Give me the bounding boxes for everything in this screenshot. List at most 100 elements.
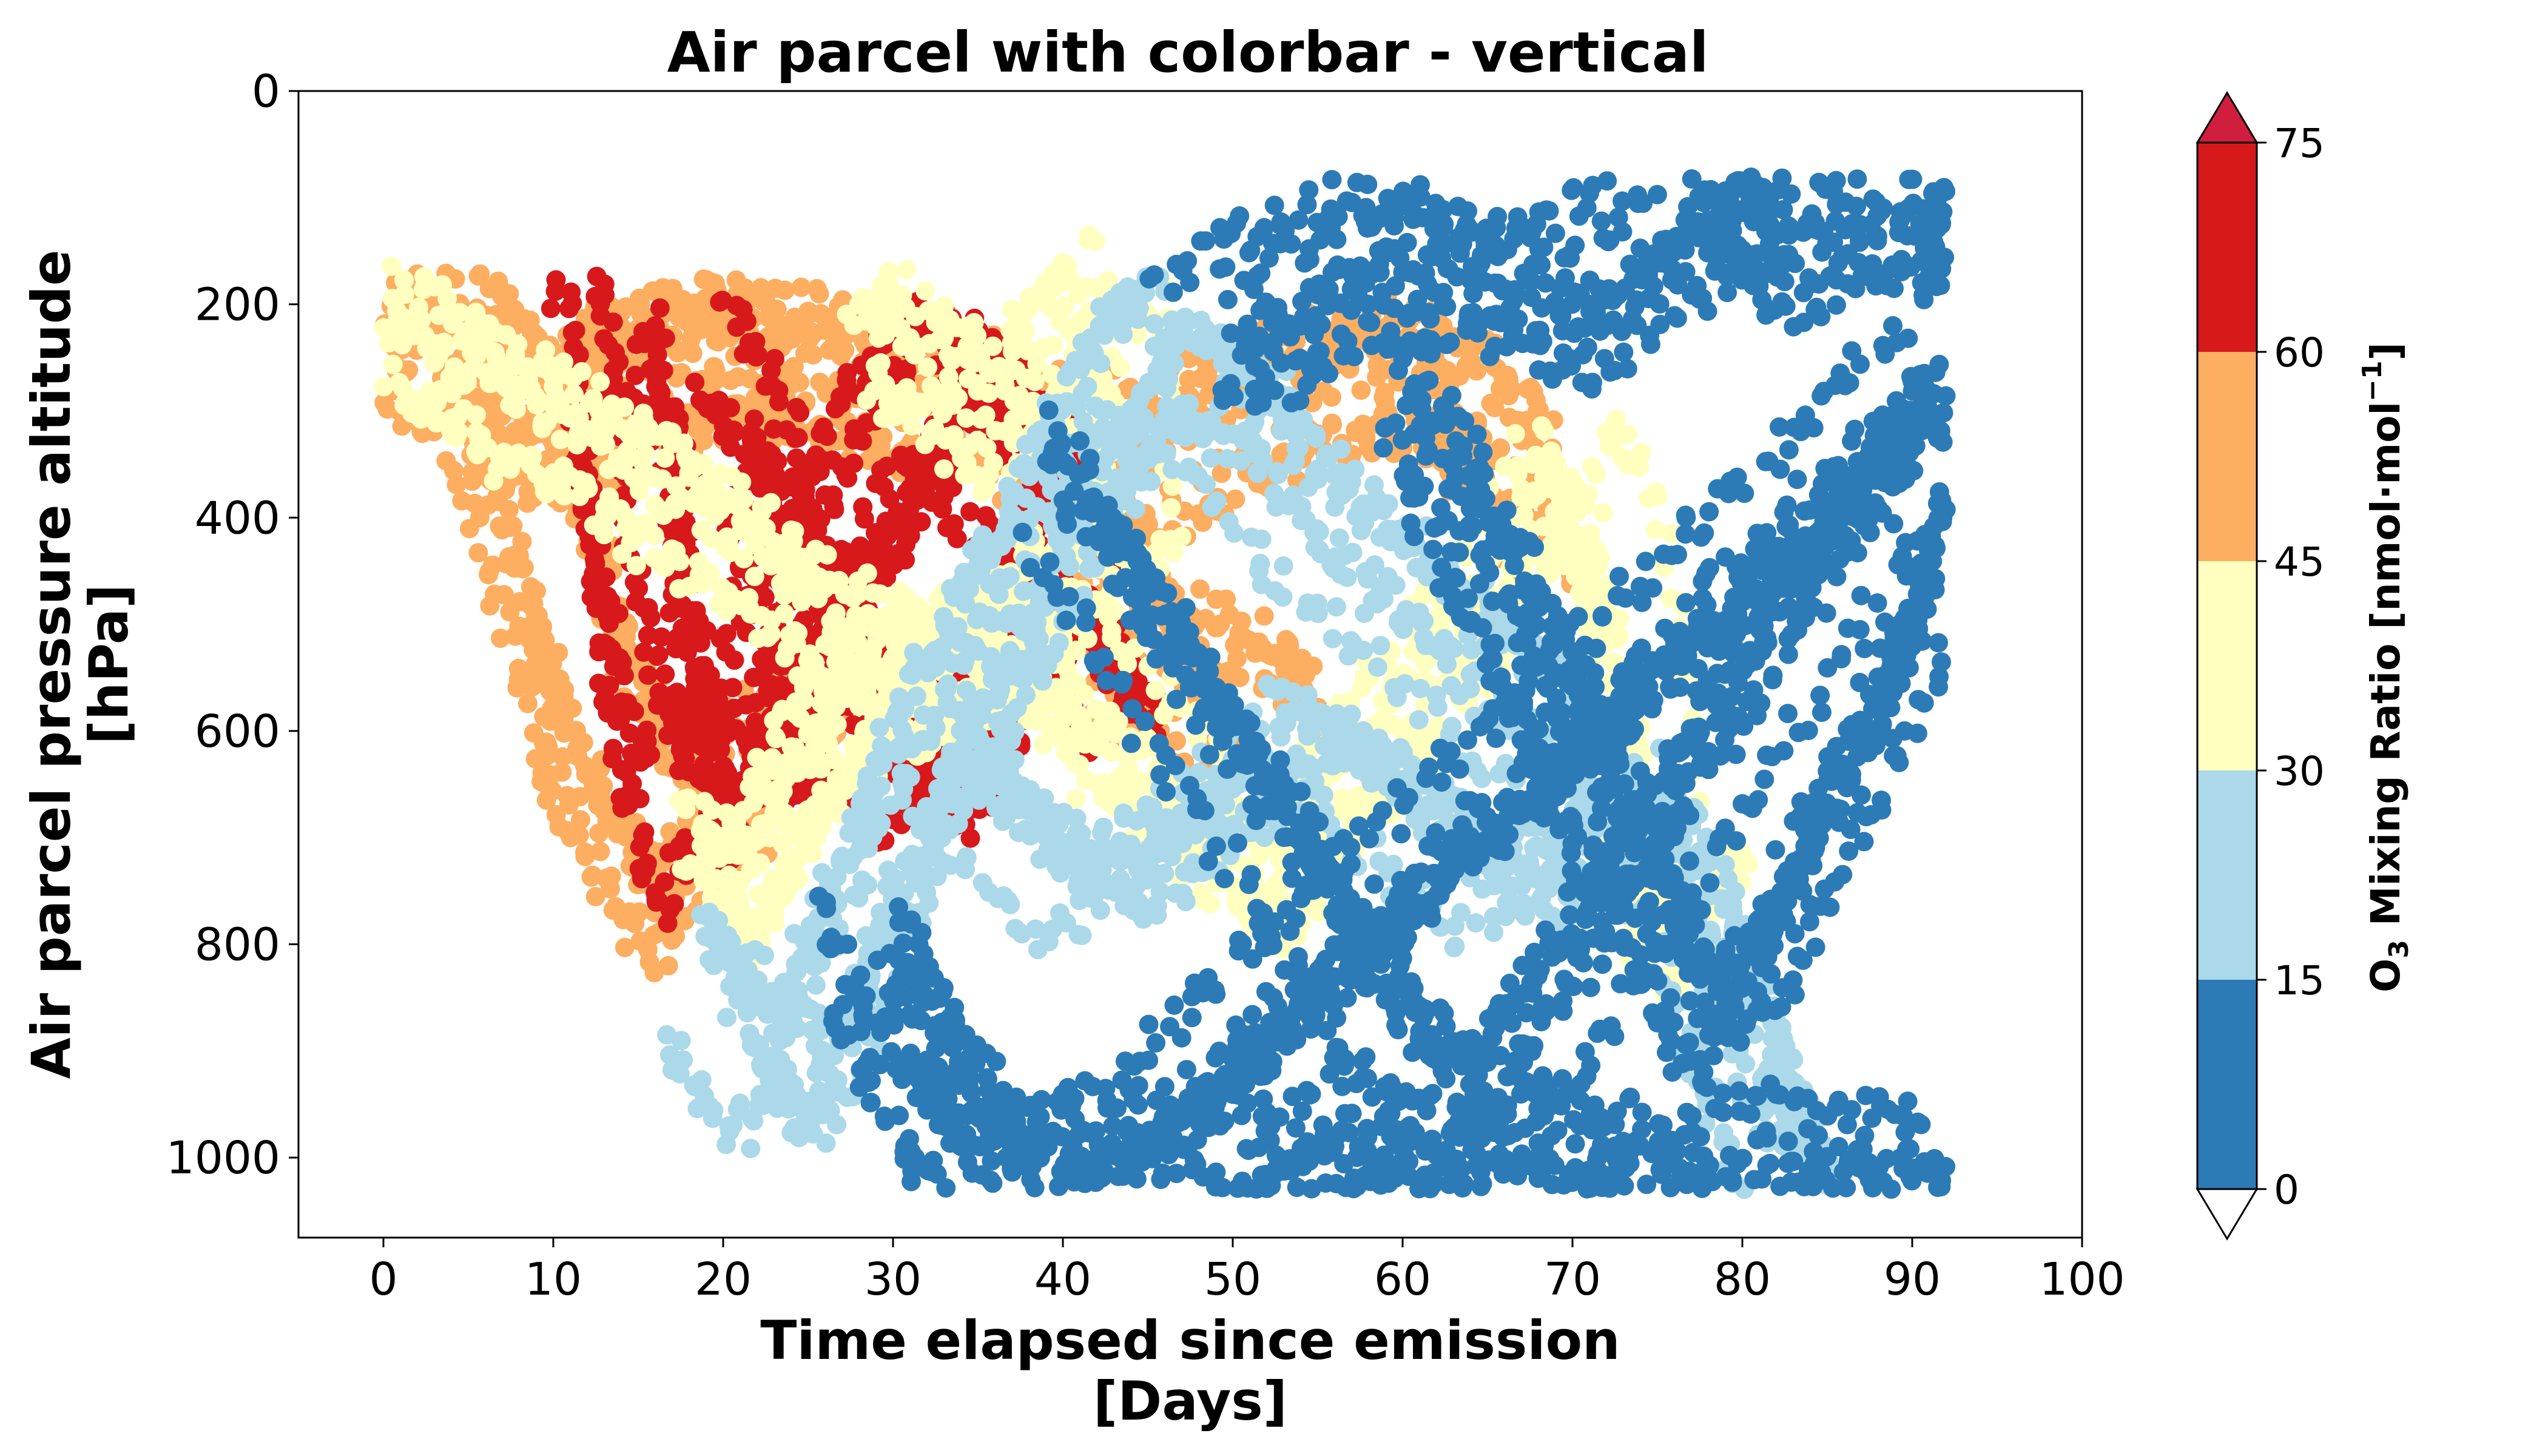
scatter-point (672, 618, 692, 638)
scatter-point (616, 507, 636, 527)
scatter-point (569, 825, 589, 845)
scatter-point (735, 730, 755, 750)
scatter-point (650, 298, 670, 318)
scatter-point (444, 460, 464, 480)
scatter-point (1245, 643, 1265, 663)
scatter-point (500, 602, 520, 622)
scatter-point (644, 525, 664, 545)
scatter-point (829, 571, 849, 591)
scatter-point (578, 479, 598, 499)
scatter-point (874, 518, 894, 538)
scatter-point (706, 361, 726, 381)
scatter-point (532, 763, 552, 783)
scatter-point (740, 332, 759, 352)
scatter-point (425, 411, 445, 430)
scatter-point (880, 489, 900, 509)
scatter-point (462, 471, 482, 491)
scatter-point (650, 380, 670, 400)
scatter-point (486, 323, 506, 343)
scatter-point (564, 385, 584, 405)
scatter-point (897, 260, 917, 280)
scatter-point (567, 738, 587, 758)
scatter-point (803, 345, 823, 365)
scatter-point (542, 365, 562, 385)
chart-title: Air parcel with colorbar - vertical (667, 20, 1709, 85)
scatter-point (1025, 371, 1045, 391)
scatter-point (626, 556, 646, 576)
scatter-point (629, 578, 649, 598)
scatter-point (655, 664, 675, 684)
scatter-point (1162, 476, 1182, 496)
scatter-point (933, 329, 953, 349)
scatter-point (765, 349, 784, 369)
scatter-point (590, 372, 610, 392)
scatter-point (721, 398, 740, 418)
scatter-point (615, 937, 635, 957)
scatter-point (585, 887, 605, 906)
scatter-point (663, 278, 682, 298)
scatter-point (734, 490, 754, 509)
scatter-point (814, 417, 834, 437)
scatter-point (682, 450, 703, 470)
scatter-point (522, 447, 542, 467)
scatter-point (621, 533, 641, 553)
scatter-point (471, 425, 491, 445)
scatter-point (1481, 393, 1501, 413)
scatter-point (571, 362, 592, 382)
scatter-point (575, 846, 595, 866)
scatter-point (603, 738, 623, 758)
scatter-point (695, 728, 715, 747)
scatter-point (602, 408, 622, 428)
scatter-point (685, 372, 705, 393)
scatter-point (503, 516, 523, 536)
scatter-point (652, 556, 672, 576)
scatter-point (584, 419, 604, 439)
scatter-point (712, 291, 732, 311)
scatter-point (522, 624, 542, 644)
scatter-point (865, 356, 885, 376)
scatter-point (1166, 731, 1186, 751)
scatter-point (647, 646, 667, 666)
scatter-point (695, 560, 715, 580)
scatter-point (1230, 667, 1250, 687)
scatter-point (449, 422, 469, 442)
scatter-point (790, 403, 810, 422)
scatter-point (784, 357, 804, 377)
scatter-point (857, 563, 877, 583)
scatter-point (1323, 415, 1342, 435)
scatter-point (805, 463, 825, 483)
scatter-point (532, 654, 552, 674)
scatter-point (533, 419, 552, 439)
scatter-point (952, 448, 972, 468)
scatter-point (566, 721, 586, 741)
scatter-point (485, 584, 505, 604)
scatter-point (721, 371, 741, 390)
scatter-point (1527, 402, 1547, 422)
scatter-point (948, 388, 968, 408)
scatter-point (1467, 361, 1486, 381)
scatter-point (599, 613, 619, 633)
scatter-point (934, 487, 954, 507)
scatter-point (618, 795, 638, 815)
scatter-point (1034, 292, 1054, 312)
scatter-point (761, 610, 781, 630)
scatter-point (587, 579, 607, 599)
scatter-point (389, 372, 410, 393)
scatter-point (553, 747, 573, 767)
scatter-point (609, 352, 629, 372)
scatter-point (711, 678, 731, 698)
scatter-point (944, 425, 964, 445)
scatter-point (636, 860, 656, 880)
scatter-point (645, 495, 665, 515)
scatter-point (1205, 618, 1225, 638)
scatter-point (853, 288, 872, 308)
scatter-point (1079, 231, 1098, 251)
scatter-point (1077, 277, 1096, 297)
scatter-point (594, 329, 614, 349)
scatter-point (601, 879, 620, 898)
scatter-point (662, 930, 682, 950)
scatter-point (1356, 428, 1376, 448)
scatter-point (1502, 379, 1522, 399)
scatter-point (895, 550, 915, 570)
